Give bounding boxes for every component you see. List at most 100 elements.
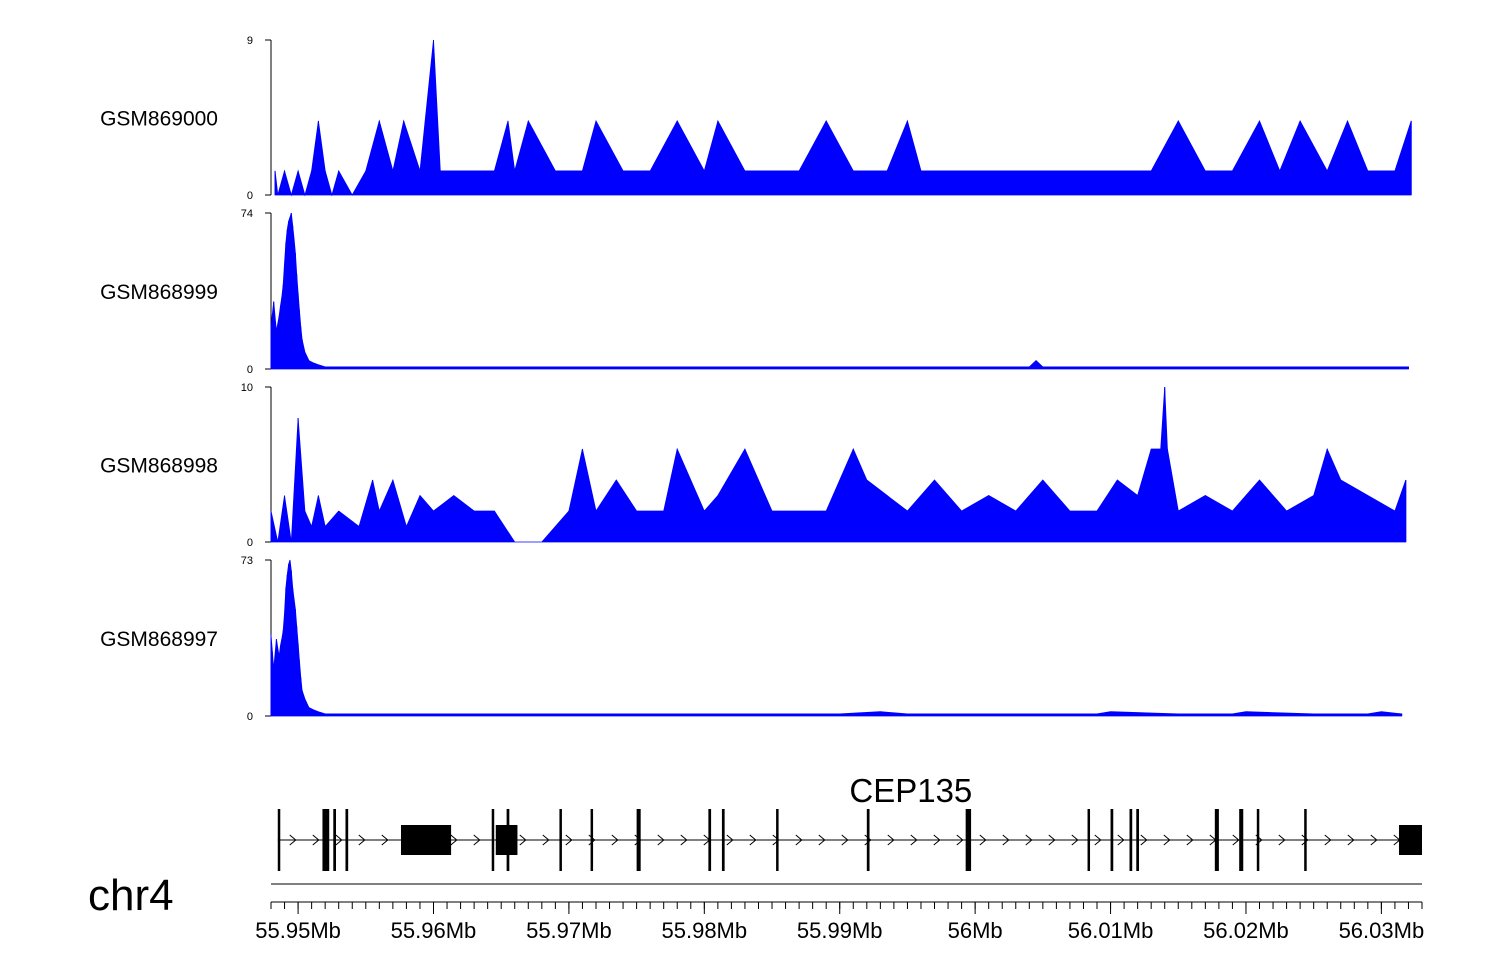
exon [506,809,510,871]
strand-arrow [887,834,895,846]
track-label: GSM868998 [100,455,218,478]
exon [322,809,330,871]
strand-arrow [450,834,458,846]
strand-arrow [772,834,780,846]
gene-track: CEP135 [277,772,1422,871]
exon [590,809,594,871]
strand-arrow [1186,834,1194,846]
x-tick-label: 56Mb [948,918,1003,943]
strand-arrow [933,834,941,846]
strand-arrow [795,834,803,846]
x-tick-label: 55.95Mb [255,918,341,943]
strand-arrow [1094,834,1102,846]
strand-arrow [312,834,320,846]
strand-arrow [657,834,665,846]
x-tick-label: 56.02Mb [1203,918,1289,943]
strand-arrow [542,834,550,846]
strand-arrow [565,834,573,846]
exon [636,809,641,871]
exon [400,825,452,855]
track-gsm869000: GSM869000 9 0 [100,35,1412,202]
y-tick-label: 0 [247,711,253,723]
strand-arrow [1048,834,1056,846]
strand-arrow [358,834,366,846]
strand-arrow [289,834,297,846]
track-gsm868997: GSM868997 73 0 [100,555,1403,723]
exon [1256,809,1260,871]
strand-arrow [519,834,527,846]
data-tracks: GSM86900090GSM868999740GSM868998100GSM86… [100,35,1412,723]
strand-arrow [1232,834,1240,846]
y-tick-label: 74 [241,208,253,220]
coverage-area [270,386,1407,543]
exon [866,809,870,871]
y-tick-label: 9 [247,35,253,47]
exon [1239,809,1244,871]
exon [1398,825,1422,855]
strand-arrow [381,834,389,846]
strand-arrow [1140,834,1148,846]
strand-arrow [841,834,849,846]
x-tick-label: 56.01Mb [1068,918,1154,943]
strand-arrow [611,834,619,846]
coverage-area [274,39,1412,197]
exon [1304,809,1307,871]
strand-arrow [1370,834,1378,846]
exon [495,825,518,855]
strand-arrow [1071,834,1079,846]
exon [491,809,495,871]
strand-arrow [335,834,343,846]
strand-arrow [1347,834,1355,846]
exon [1214,809,1219,871]
exon [277,809,281,871]
x-tick-label: 55.97Mb [526,918,612,943]
coverage-area [270,559,1403,717]
y-tick-label: 10 [241,382,253,394]
strand-arrow [910,834,918,846]
exon [1087,809,1091,871]
track-label: GSM868999 [100,281,218,304]
y-tick-label: 0 [247,537,253,549]
x-tick-label: 55.98Mb [662,918,748,943]
exon [1136,809,1139,871]
exon [559,809,562,871]
strand-arrow [680,834,688,846]
genome-axis: chr4 55.95Mb 55.96Mb 55.97Mb 55.98Mb 55.99Mb… [88,871,1424,943]
strand-arrow [1301,834,1309,846]
axis-ticks: 55.95Mb 55.96Mb 55.97Mb 55.98Mb 55.99Mb 56Mb 5… [255,883,1425,943]
strand-arrow [726,834,734,846]
strand-arrow [1002,834,1010,846]
strand-arrow [473,834,481,846]
exon [345,809,349,871]
strand-arrow [1025,834,1033,846]
exon [721,809,725,871]
strand-arrow [956,834,964,846]
gene-model [277,809,1422,871]
exon [1129,809,1133,871]
strand-arrow [818,834,826,846]
track-gsm868999: GSM868999 74 0 [100,208,1409,376]
y-tick-label: 0 [247,364,253,376]
x-tick-label: 55.96Mb [391,918,477,943]
track-label: GSM869000 [100,108,218,131]
strand-arrow [749,834,757,846]
strand-arrow [1117,834,1125,846]
gene-name-label: CEP135 [849,772,972,809]
track-label: GSM868997 [100,628,218,651]
chromosome-label: chr4 [88,871,174,920]
coverage-area [270,212,1409,370]
y-tick-label: 0 [247,190,253,202]
y-tick-label: 73 [241,555,253,567]
x-tick-label: 56.03Mb [1339,918,1425,943]
exon [333,809,336,871]
strand-arrow [1278,834,1286,846]
exon [1110,809,1114,871]
strand-arrow [1163,834,1171,846]
exon [708,809,712,871]
strand-arrow [979,834,987,846]
x-tick-label: 55.99Mb [797,918,883,943]
exon [776,809,779,871]
strand-arrow [1324,834,1332,846]
track-gsm868998: GSM868998 10 0 [100,382,1407,549]
